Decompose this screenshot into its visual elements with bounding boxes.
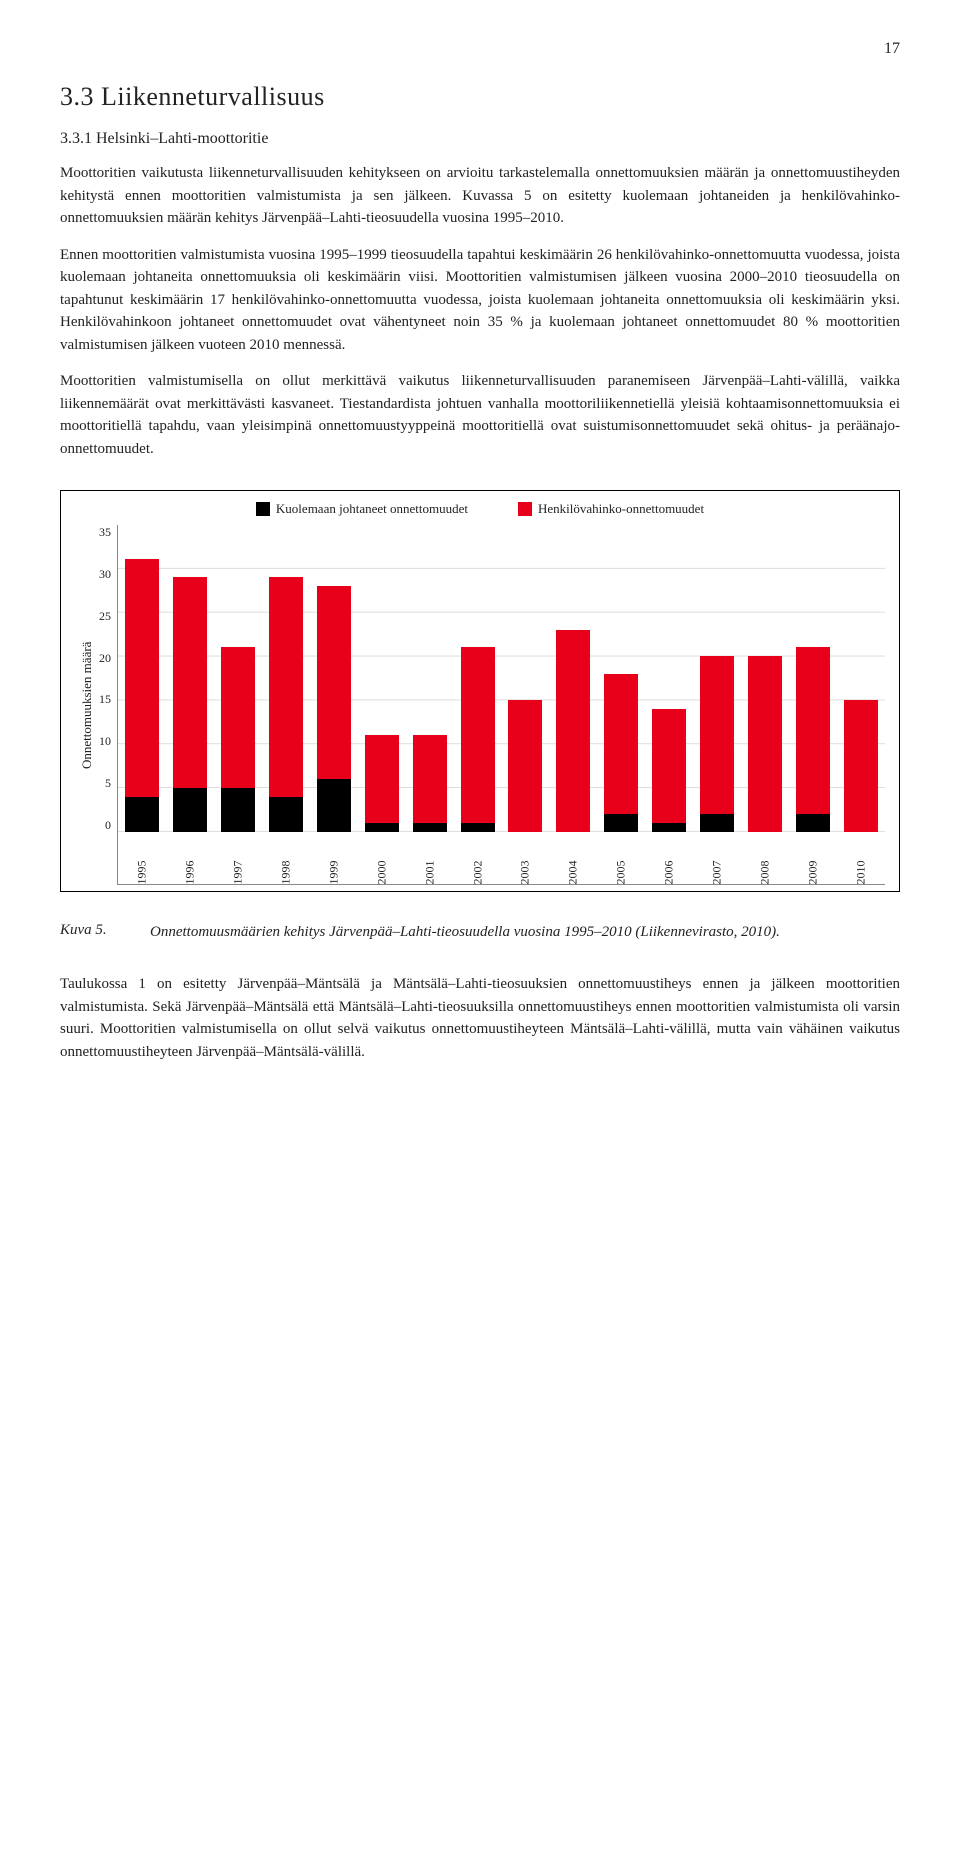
xtick: 2002 <box>470 861 485 885</box>
xtick: 2003 <box>518 861 533 885</box>
paragraph-3: Moottoritien valmistumisella on ollut me… <box>60 370 900 460</box>
caption-label: Kuva 5. <box>60 922 120 943</box>
accidents-chart: Kuolemaan johtaneet onnettomuudet Henkil… <box>60 490 900 892</box>
paragraph-4: Taulukossa 1 on esitetty Järvenpää–Mänts… <box>60 973 900 1063</box>
bar-segment-deaths <box>652 823 686 832</box>
subsection-heading: 3.3.1 Helsinki–Lahti-moottoritie <box>60 130 900 148</box>
bar-segment-injury <box>700 656 734 814</box>
bar-segment-injury <box>173 577 207 788</box>
bar-stack: 2008 <box>748 656 782 832</box>
legend-item-injury: Henkilövahinko-onnettomuudet <box>518 501 704 517</box>
chart-plot-area: 1995 1996 1997 1998 1999 2000 2001 2002 2003 2004… <box>117 525 885 885</box>
bar-segment-deaths <box>173 788 207 832</box>
page-number: 17 <box>60 40 900 58</box>
bar-stack: 1997 <box>221 647 255 832</box>
bar-segment-deaths <box>317 779 351 832</box>
chart-body: Onnettomuuksien määrä 35 30 25 20 15 10 5 0 199… <box>75 525 885 885</box>
xtick: 2008 <box>758 861 773 885</box>
bar-segment-injury <box>844 700 878 832</box>
ytick: 0 <box>105 818 111 833</box>
bar-segment-injury <box>748 656 782 832</box>
bar-stack: 2004 <box>556 630 590 832</box>
xtick: 1995 <box>134 861 149 885</box>
bar-segment-deaths <box>365 823 399 832</box>
ytick: 35 <box>99 525 111 540</box>
bar-segment-deaths <box>269 797 303 832</box>
legend-swatch-deaths <box>256 502 270 516</box>
bar-segment-deaths <box>221 788 255 832</box>
bar-segment-deaths <box>413 823 447 832</box>
xtick: 2009 <box>806 861 821 885</box>
bar-segment-injury <box>796 647 830 814</box>
chart-ylabel: Onnettomuuksien määrä <box>75 525 99 885</box>
legend-swatch-injury <box>518 502 532 516</box>
bar-stack: 2003 <box>508 700 542 832</box>
bar-segment-injury <box>508 700 542 832</box>
bar-stack: 2005 <box>604 674 638 832</box>
bar-segment-deaths <box>461 823 495 832</box>
bar-stack: 1998 <box>269 577 303 832</box>
caption-text: Onnettomuusmäärien kehitys Järvenpää–Lah… <box>150 922 900 943</box>
bar-segment-deaths <box>125 797 159 832</box>
ytick: 10 <box>99 734 111 749</box>
bar-stack: 2009 <box>796 647 830 832</box>
ytick: 5 <box>105 776 111 791</box>
bar-stack: 2007 <box>700 656 734 832</box>
bar-segment-injury <box>413 735 447 823</box>
bar-segment-injury <box>221 647 255 788</box>
legend-label-injury: Henkilövahinko-onnettomuudet <box>538 501 704 517</box>
bar-stack: 1999 <box>317 586 351 832</box>
bar-segment-injury <box>604 674 638 815</box>
bar-segment-injury <box>125 559 159 797</box>
bar-segment-injury <box>317 586 351 780</box>
paragraph-2: Ennen moottoritien valmistumista vuosina… <box>60 244 900 357</box>
bar-stack: 2001 <box>413 735 447 832</box>
chart-yaxis: 35 30 25 20 15 10 5 0 <box>99 525 117 885</box>
bar-segment-deaths <box>604 814 638 832</box>
ytick: 15 <box>99 692 111 707</box>
xtick: 1999 <box>326 861 341 885</box>
xtick: 2004 <box>566 861 581 885</box>
bar-segment-injury <box>652 709 686 823</box>
legend-item-deaths: Kuolemaan johtaneet onnettomuudet <box>256 501 468 517</box>
bar-stack: 1995 <box>125 559 159 832</box>
figure-caption: Kuva 5. Onnettomuusmäärien kehitys Järve… <box>60 922 900 943</box>
xtick: 2001 <box>422 861 437 885</box>
bar-stack: 2006 <box>652 709 686 832</box>
bar-segment-injury <box>556 630 590 832</box>
legend-label-deaths: Kuolemaan johtaneet onnettomuudet <box>276 501 468 517</box>
bar-stack: 2000 <box>365 735 399 832</box>
bar-stack: 1996 <box>173 577 207 832</box>
xtick: 1997 <box>230 861 245 885</box>
bar-segment-injury <box>269 577 303 797</box>
bar-segment-injury <box>461 647 495 823</box>
ytick: 25 <box>99 609 111 624</box>
bar-stack: 2002 <box>461 647 495 832</box>
xtick: 2005 <box>614 861 629 885</box>
chart-legend: Kuolemaan johtaneet onnettomuudet Henkil… <box>75 501 885 517</box>
xtick: 2010 <box>854 861 869 885</box>
xtick: 1998 <box>278 861 293 885</box>
xtick: 2000 <box>374 861 389 885</box>
bar-stack: 2010 <box>844 700 878 832</box>
ytick: 30 <box>99 567 111 582</box>
xtick: 2007 <box>710 861 725 885</box>
bar-segment-injury <box>365 735 399 823</box>
bar-segment-deaths <box>796 814 830 832</box>
xtick: 2006 <box>662 861 677 885</box>
xtick: 1996 <box>182 861 197 885</box>
paragraph-1: Moottoritien vaikutusta liikenneturvalli… <box>60 162 900 230</box>
section-heading: 3.3 Liikenneturvallisuus <box>60 82 900 112</box>
ytick: 20 <box>99 651 111 666</box>
bar-segment-deaths <box>700 814 734 832</box>
